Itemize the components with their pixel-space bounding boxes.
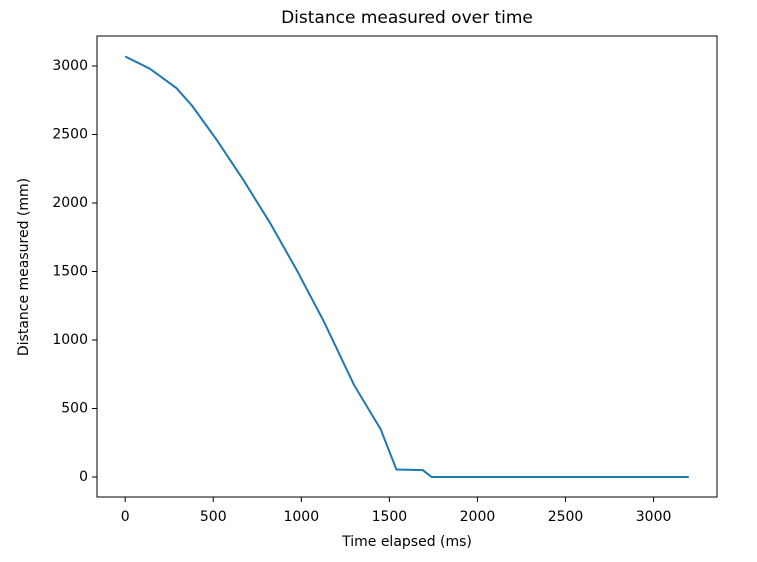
y-tick-label: 2000: [52, 195, 88, 211]
y-tick-label: 3000: [52, 58, 88, 74]
x-tick-label: 1000: [283, 509, 319, 525]
y-tick-label: 500: [61, 400, 88, 416]
y-tick-label: 1000: [52, 332, 88, 348]
x-tick-label: 0: [121, 509, 130, 525]
x-axis-label: Time elapsed (ms): [341, 534, 472, 550]
x-tick-label: 3000: [636, 509, 672, 525]
chart-title: Distance measured over time: [281, 8, 533, 28]
y-tick-label: 2500: [52, 127, 88, 143]
x-tick-label: 2500: [548, 509, 584, 525]
x-tick-label: 500: [200, 509, 227, 525]
x-tick-label: 1500: [372, 509, 408, 525]
x-tick-label: 2000: [460, 509, 496, 525]
y-axis-label: Distance measured (mm): [16, 178, 32, 356]
y-tick-label: 0: [79, 469, 88, 485]
y-tick-label: 1500: [52, 264, 88, 280]
plot-frame: [96, 35, 718, 498]
data-line: [124, 55, 689, 478]
